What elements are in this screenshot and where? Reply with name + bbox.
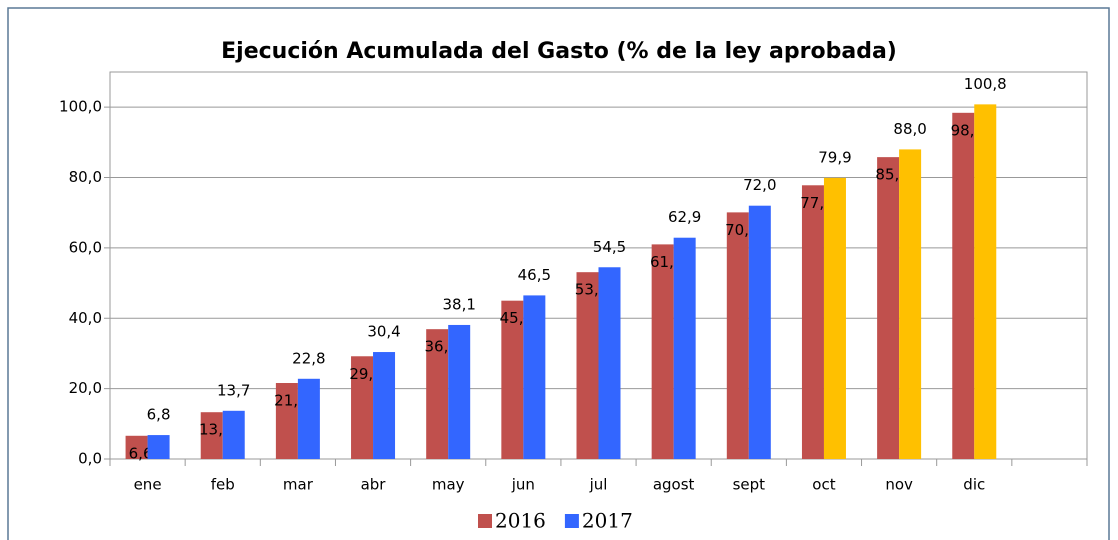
x-tick-label: sept	[733, 476, 766, 494]
bar	[598, 267, 621, 459]
data-label: 72,0	[743, 176, 776, 194]
chart-title: Ejecución Acumulada del Gasto (% de la l…	[221, 39, 897, 64]
x-tick-label: abr	[361, 476, 387, 494]
data-label: 54,5	[593, 238, 626, 256]
legend-swatch	[478, 514, 492, 528]
x-tick-label: jun	[511, 476, 535, 494]
data-label: 88,0	[893, 120, 926, 138]
bar	[823, 177, 846, 459]
x-tick-label: agost	[653, 476, 695, 494]
data-label: 62,9	[668, 208, 701, 226]
bar	[373, 352, 396, 459]
data-label: 79,9	[818, 148, 851, 166]
bar	[125, 435, 148, 459]
y-tick-label: 20,0	[69, 379, 102, 397]
data-label: 13,7	[217, 381, 250, 399]
bar	[651, 244, 674, 459]
bar	[523, 295, 546, 459]
y-tick-label: 40,0	[69, 309, 102, 327]
bar	[877, 157, 900, 459]
bar	[351, 356, 374, 459]
bar	[275, 383, 298, 459]
x-tick-label: ene	[134, 476, 162, 494]
x-tick-label: feb	[211, 476, 235, 494]
x-tick-label: oct	[812, 476, 835, 494]
legend-label: 2017	[582, 509, 633, 533]
bar	[899, 149, 922, 459]
data-label: 100,8	[964, 75, 1007, 93]
y-tick-label: 100,0	[59, 98, 102, 116]
bar	[576, 272, 599, 459]
bar	[200, 412, 223, 459]
data-label: 30,4	[367, 323, 400, 341]
x-tick-label: jul	[589, 476, 608, 494]
bar	[222, 410, 245, 459]
data-label: 46,5	[518, 266, 551, 284]
legend-label: 2016	[495, 509, 546, 533]
bar	[974, 104, 997, 459]
x-tick-label: may	[432, 476, 465, 494]
bar	[147, 435, 170, 459]
bar	[673, 237, 696, 459]
bar	[501, 300, 524, 459]
chart-border	[7, 7, 1110, 540]
legend-swatch	[564, 514, 579, 528]
data-label: 38,1	[442, 295, 475, 313]
y-tick-label: 0,0	[78, 450, 102, 468]
y-tick-label: 80,0	[69, 168, 102, 186]
bar	[448, 324, 471, 459]
x-tick-label: nov	[885, 476, 913, 494]
bar	[726, 212, 749, 459]
x-tick-label: mar	[283, 476, 314, 494]
bar	[297, 378, 320, 459]
data-label: 22,8	[292, 349, 325, 367]
bar	[952, 112, 975, 459]
bar	[801, 185, 824, 459]
data-label: 6,8	[147, 406, 171, 424]
data-label: 6,6	[129, 444, 153, 462]
bar	[426, 329, 449, 459]
x-tick-label: dic	[963, 476, 985, 494]
y-tick-label: 60,0	[69, 238, 102, 256]
bar	[748, 205, 771, 459]
